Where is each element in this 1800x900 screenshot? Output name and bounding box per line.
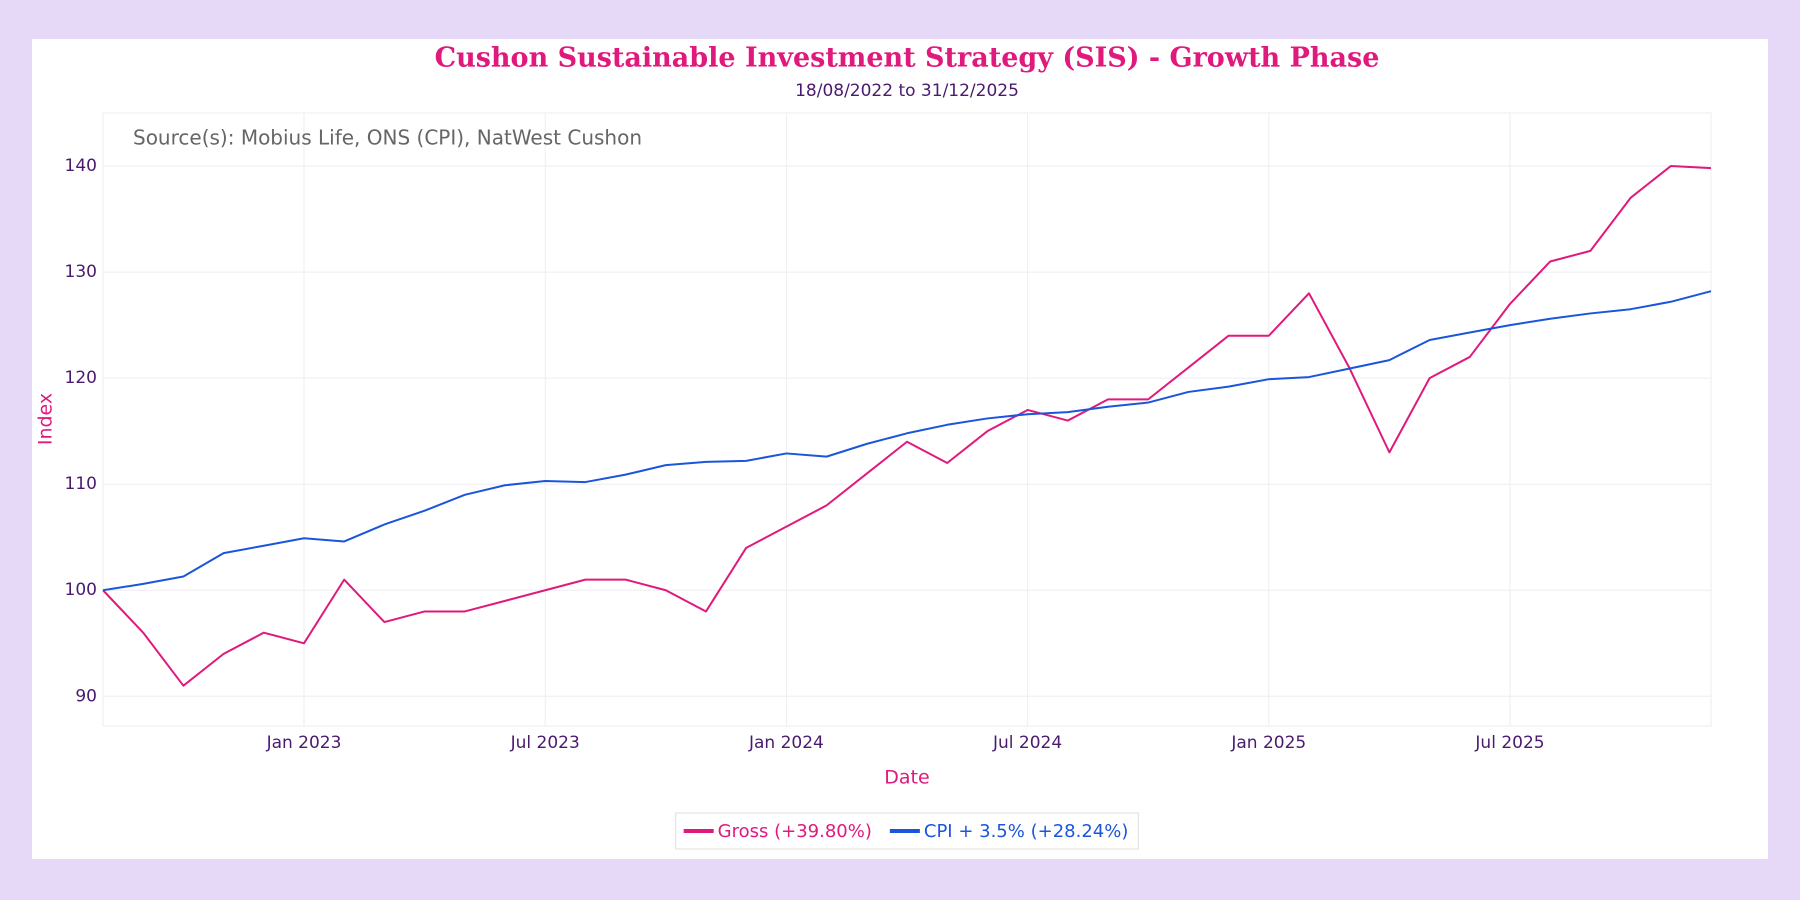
x-tick-label: Jan 2023 xyxy=(266,733,342,753)
x-tick-label: Jan 2024 xyxy=(748,733,824,753)
chart-subtitle: 18/08/2022 to 31/12/2025 xyxy=(795,81,1019,101)
x-tick-label: Jul 2023 xyxy=(510,733,580,753)
series-line xyxy=(102,290,1712,592)
legend-label[interactable]: Gross (+39.80%) xyxy=(718,821,872,842)
legend: Gross (+39.80%) CPI + 3.5% (+28.24%) xyxy=(675,812,1139,850)
x-tick-label: Jan 2025 xyxy=(1230,733,1306,753)
legend-item[interactable]: Gross (+39.80%) xyxy=(683,821,872,842)
y-tick-label: 120 xyxy=(65,368,97,388)
series-line xyxy=(102,165,1712,687)
y-tick-label: 100 xyxy=(65,580,97,600)
y-tick-label: 110 xyxy=(65,474,97,494)
y-tick-label: 140 xyxy=(65,156,97,176)
legend-item[interactable]: CPI + 3.5% (+28.24%) xyxy=(889,821,1128,842)
y-axis-label: Index xyxy=(35,393,57,445)
x-tick-label: Jul 2024 xyxy=(992,733,1062,753)
legend-label[interactable]: CPI + 3.5% (+28.24%) xyxy=(924,821,1128,842)
legend-box xyxy=(675,812,1139,850)
x-tick-label: Jul 2025 xyxy=(1474,733,1544,753)
x-axis-label: Date xyxy=(884,767,929,789)
chart-title: Cushon Sustainable Investment Strategy (… xyxy=(435,43,1380,74)
annotation: Source(s): Mobius Life, ONS (CPI), NatWe… xyxy=(133,126,642,150)
plot-area xyxy=(102,112,1712,727)
y-tick-label: 90 xyxy=(75,686,97,706)
y-tick-label: 130 xyxy=(65,262,97,282)
marks: 90 100 110 120 130 140 Jan 2023 Jul 2023 Jan 202… xyxy=(65,113,1712,753)
